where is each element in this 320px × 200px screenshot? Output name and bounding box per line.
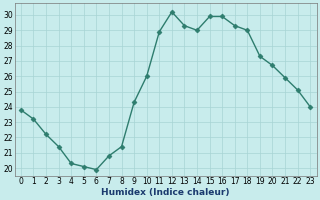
X-axis label: Humidex (Indice chaleur): Humidex (Indice chaleur) (101, 188, 230, 197)
